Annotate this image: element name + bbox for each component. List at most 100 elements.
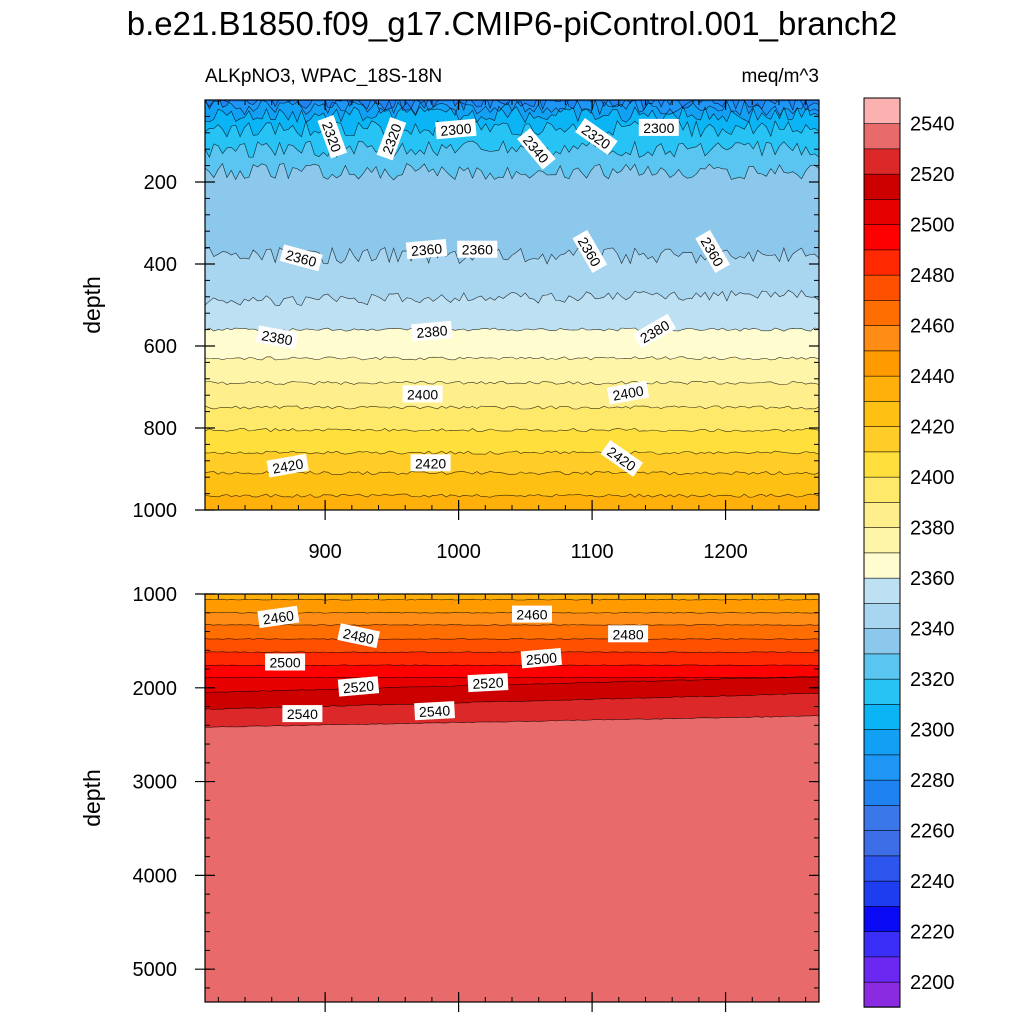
colorbar-segment bbox=[863, 703, 901, 730]
y-tick-label: 400 bbox=[144, 254, 177, 276]
contour-line bbox=[205, 289, 819, 306]
contour-line bbox=[205, 715, 819, 728]
colorbar-segment bbox=[863, 526, 901, 554]
contour-line bbox=[205, 664, 819, 667]
contour-label-text: 2520 bbox=[472, 674, 504, 692]
colorbar-segment bbox=[863, 97, 901, 124]
contour-label-text: 2380 bbox=[416, 322, 449, 341]
contour-line bbox=[205, 327, 819, 332]
lower-y-axis-label: depth bbox=[79, 769, 105, 827]
contour-label-box bbox=[337, 676, 380, 697]
colorbar-tick-label: 2280 bbox=[910, 770, 955, 792]
contour-line bbox=[205, 598, 819, 601]
colorbar-segment bbox=[863, 425, 901, 453]
colorbar-segment bbox=[863, 728, 901, 756]
contour-label: 2400 bbox=[606, 380, 650, 405]
contour-label-box bbox=[695, 229, 730, 274]
colorbar-tick-label: 2540 bbox=[910, 113, 955, 135]
colorbar-segment bbox=[863, 350, 901, 377]
contour-label-text: 2480 bbox=[613, 626, 644, 642]
colorbar-tick-label: 2360 bbox=[910, 568, 955, 590]
colorbar-segment bbox=[863, 501, 901, 528]
colorbar-tick-label: 2260 bbox=[910, 820, 955, 842]
colorbar-segment bbox=[863, 198, 901, 225]
contour-label: 2460 bbox=[512, 605, 552, 623]
contour-label: 2500 bbox=[265, 653, 306, 671]
colorbar-segment bbox=[863, 829, 901, 857]
contour-label-text: 2520 bbox=[342, 678, 375, 697]
y-tick-label: 1000 bbox=[133, 584, 178, 606]
colorbar-segment bbox=[863, 956, 901, 983]
contour-label-box bbox=[572, 229, 608, 274]
contour-label: 2480 bbox=[608, 625, 649, 643]
colorbar-segment bbox=[863, 148, 901, 175]
contour-line bbox=[205, 100, 819, 112]
contour-label: 2360 bbox=[279, 244, 323, 272]
lower-y-ticks: 1000 2000 3000 4000 5000 bbox=[133, 584, 819, 989]
colorbar-segment bbox=[863, 880, 901, 907]
colorbar-segment bbox=[863, 754, 901, 781]
x-tick-label: 1200 bbox=[703, 541, 748, 563]
upper-y-ticks: 200 400 600 800 1000 bbox=[133, 99, 819, 522]
contour-label-box bbox=[279, 244, 323, 272]
contour-line bbox=[205, 638, 819, 640]
colorbar-tick-label: 2400 bbox=[910, 467, 955, 489]
colorbar-segment bbox=[863, 375, 901, 402]
contour-label-box bbox=[638, 118, 679, 136]
upper-x-ticks: 900 1000 1100 1200 bbox=[217, 100, 807, 563]
contour-label-text: 2360 bbox=[462, 242, 493, 258]
y-tick-label: 600 bbox=[144, 336, 177, 358]
contour-label-box bbox=[414, 701, 455, 721]
contour-label-box bbox=[256, 325, 299, 350]
x-tick-label: 1000 bbox=[436, 541, 481, 563]
contour-label-text: 2500 bbox=[525, 649, 558, 668]
contour-label-box bbox=[282, 705, 323, 723]
colorbar-tick-label: 2460 bbox=[910, 315, 955, 337]
contour-label: 2360 bbox=[457, 240, 498, 258]
contour-label: 2300 bbox=[435, 118, 477, 140]
colorbar-tick-label: 2420 bbox=[910, 416, 955, 438]
colorbar-segment bbox=[863, 451, 901, 478]
subtitle-right: meq/m^3 bbox=[741, 66, 819, 87]
y-tick-label: 1000 bbox=[133, 500, 178, 522]
contour-label-text: 2360 bbox=[284, 247, 318, 271]
contour-label-box bbox=[575, 118, 618, 155]
contour-line bbox=[205, 120, 819, 138]
colorbar-segment bbox=[863, 324, 901, 352]
lower-x-ticks bbox=[217, 594, 807, 1012]
colorbar-segment bbox=[863, 678, 901, 705]
x-tick-label: 1100 bbox=[571, 541, 614, 563]
contour-line bbox=[205, 100, 819, 117]
colorbar-tick-label: 2340 bbox=[910, 618, 955, 640]
colorbar-tick-label: 2240 bbox=[910, 871, 955, 893]
contour-label-box bbox=[410, 454, 451, 472]
contour-line bbox=[205, 405, 819, 410]
lower-contour-lines bbox=[205, 598, 819, 728]
contour-label-text: 2300 bbox=[440, 120, 473, 139]
colorbar-segment bbox=[863, 552, 901, 579]
contour-label-box bbox=[608, 625, 649, 643]
colorbar-segment bbox=[863, 779, 901, 806]
contour-line bbox=[205, 676, 819, 679]
upper-filled-contours bbox=[205, 100, 819, 510]
lower-panel: 2460 2480 2500 2520 2540 2460 2480 2500 2520 2540… bbox=[79, 584, 820, 1012]
contour-label-text: 2420 bbox=[271, 455, 305, 476]
colorbar-tick-label: 2320 bbox=[910, 669, 955, 691]
contour-label-box bbox=[435, 118, 477, 140]
contour-label-text: 2460 bbox=[262, 607, 295, 627]
colorbar-segment bbox=[863, 274, 901, 301]
subtitle-left: ALKpNO3, WPAC_18S-18N bbox=[205, 66, 442, 87]
colorbar-tick-label: 2300 bbox=[910, 719, 955, 741]
contour-label-box bbox=[402, 385, 443, 403]
lower-contour-labels: 2460 2480 2500 2520 2540 2460 2480 2500 2520 2540 bbox=[257, 605, 649, 723]
contour-label-box bbox=[457, 240, 498, 258]
y-tick-label: 800 bbox=[144, 418, 177, 440]
contour-line bbox=[205, 428, 819, 433]
contour-label: 2520 bbox=[337, 676, 380, 697]
contour-label: 2360 bbox=[405, 238, 448, 260]
colorbar-segment bbox=[863, 299, 901, 326]
contour-line bbox=[205, 624, 819, 626]
contour-label-text: 2540 bbox=[287, 706, 318, 722]
